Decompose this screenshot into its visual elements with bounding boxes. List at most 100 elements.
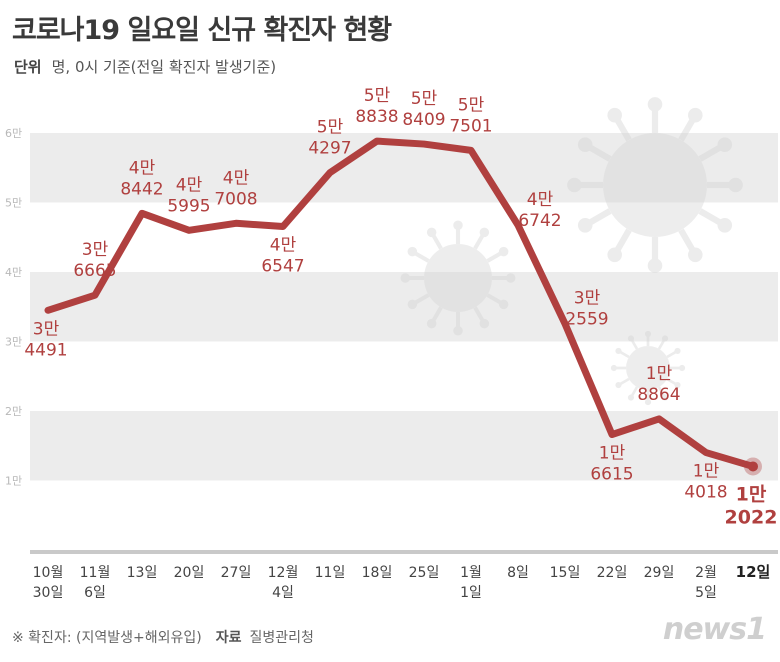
data-label: 4만 [176,175,203,195]
virus-spike [429,306,443,325]
data-label: 2559 [565,310,608,330]
virus-spike-tip [407,246,418,257]
virus-spike [678,228,699,257]
data-label: 7501 [449,116,492,136]
virus-spike-tip [610,364,617,372]
virus-spike-tip [688,107,703,123]
virus-spike [411,249,430,263]
x-tick-label: 2월 [695,565,717,581]
virus-spike-tip [647,258,663,273]
y-tick-label: 6만 [5,127,22,140]
virus-spike [617,349,630,359]
virus-spike [473,231,487,250]
x-tick-label: 22일 [597,565,628,581]
footer-note: ※ 확진자: (지역발생+해외유입) 자료 질병관리청 [12,627,314,647]
virus-spike-tip [607,107,622,123]
unit-label: 단위 [14,58,42,76]
virus-spike [611,228,632,257]
data-point [562,321,568,327]
data-label: 1만 [646,364,673,384]
virus-icon [610,330,686,406]
virus-body [603,133,707,237]
data-label: 4만 [270,235,297,255]
virus-spike [473,306,487,325]
data-label: 1만 [599,444,626,464]
data-point [92,292,98,298]
data-label: 3만 [574,289,601,309]
gridline-bands [30,133,778,481]
grid-band [30,272,778,342]
data-label: 8864 [637,385,680,405]
data-label: 5995 [167,196,210,216]
virus-spike [611,113,632,142]
x-axis-line [30,550,778,554]
virus-spike-tip [498,246,509,257]
x-tick-label: 29일 [644,565,675,581]
data-point [327,170,333,176]
x-tick-label: 8일 [507,565,529,581]
virus-spike-tip [505,273,516,283]
virus-spike-tip [688,247,703,263]
x-tick-label: 11일 [315,565,346,581]
x-tick-label: 6일 [84,585,106,601]
data-label: 6547 [261,256,304,276]
data-point [233,220,239,226]
virus-spike-tip [644,330,652,337]
data-point [515,222,521,228]
x-tick-label: 12일 [736,563,771,581]
virus-spike-tip [426,227,437,238]
source-text: 질병관리청 [249,630,314,646]
virus-spike-tip [647,97,663,112]
virus-spike [666,349,679,359]
series-line [44,137,757,470]
virus-spike [657,386,667,399]
x-tick-label: 10월 [33,565,64,581]
virus-spike-tip [407,299,418,310]
y-tick-label: 2만 [5,405,22,418]
x-tick-label: 12월 [268,565,299,581]
data-label: 6615 [590,465,633,485]
virus-spike-tip [453,325,463,336]
virus-spike [629,337,639,350]
virus-spike-tip [479,227,490,238]
virus-spike-tip [453,220,463,231]
virus-spike-tip [674,381,681,389]
series-line-group [44,137,762,476]
page-title: 코로나19 일요일 신규 확진자 현황 [12,15,392,46]
virus-spike-tip [627,394,635,401]
virus-spike-tip [728,177,743,193]
x-axis [30,550,778,554]
virus-spike-tip [577,218,593,233]
data-label: 2022 [725,506,778,528]
virus-spike [666,377,679,387]
virus-spike-tip [577,137,593,152]
data-label: 5만 [458,95,485,115]
x-tick-label: 11월 [80,565,111,581]
data-label: 5만 [411,89,438,109]
virus-spike [583,141,612,162]
virus-body [424,244,492,312]
data-point [45,307,51,313]
virus-spike [486,249,505,263]
x-tick-label: 5일 [695,585,717,601]
data-label: 4만 [527,190,554,210]
virus-body [626,346,670,390]
y-axis-ticks: 1만 2만 3만 4만 5만 6만 [5,127,22,488]
virus-spike [583,208,612,229]
data-point [374,138,380,144]
unit-note: 단위 명, 0시 기준(전일 확진자 발생기준) [14,56,276,77]
data-label: 3만 [33,319,60,339]
data-point [468,147,474,153]
virus-spike-tip [607,247,622,263]
x-tick-label: 1일 [460,585,482,601]
virus-spike-tip [498,299,509,310]
data-label: 4018 [684,483,727,503]
virus-icon [400,220,516,336]
virus-spike-tip [567,177,582,193]
x-tick-label: 25일 [409,565,440,581]
data-label: 4297 [308,139,351,159]
data-label: 1만 [736,483,767,505]
x-tick-label: 18일 [362,565,393,581]
